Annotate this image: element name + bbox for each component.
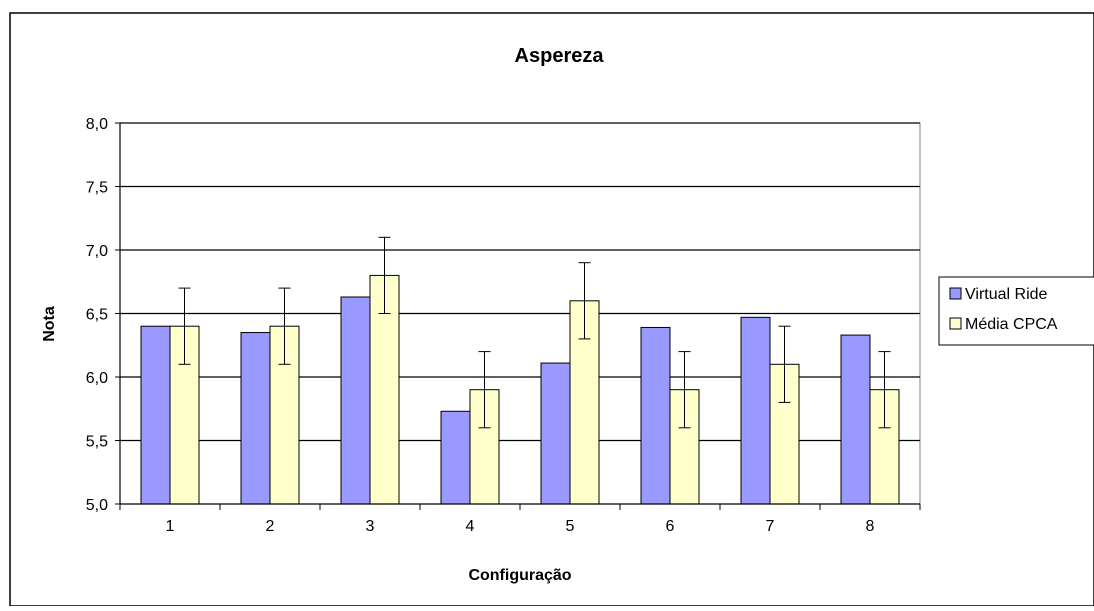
x-axis-title: Configuração — [468, 567, 571, 584]
legend-swatch-virtual-ride — [949, 287, 962, 300]
x-tick-label: 7 — [766, 518, 775, 535]
y-tick-label: 8,0 — [86, 116, 108, 133]
y-tick-label: 7,0 — [86, 243, 108, 260]
legend: Virtual Ride Média CPCA — [938, 276, 1094, 346]
bar-virtual-ride — [540, 362, 571, 505]
legend-label-media-cpca: Média CPCA — [965, 316, 1058, 333]
bar-virtual-ride — [840, 334, 871, 505]
bar-virtual-ride — [440, 410, 471, 505]
y-tick-label: 5,5 — [86, 434, 108, 451]
y-tick-label: 6,0 — [86, 370, 108, 387]
x-tick-label: 3 — [366, 518, 375, 535]
x-tick-label: 4 — [466, 518, 475, 535]
chart-title: Aspereza — [515, 45, 605, 67]
error-bars — [178, 236, 891, 429]
y-axis-title: Nota — [41, 306, 58, 342]
bar-virtual-ride — [340, 296, 371, 505]
x-tick-labels: 1 2 3 4 5 6 7 8 — [166, 518, 875, 535]
legend-swatch-media-cpca — [949, 317, 962, 330]
legend-box — [938, 276, 1094, 346]
bar-virtual-ride — [740, 316, 771, 505]
x-tick-label: 2 — [266, 518, 275, 535]
legend-label-virtual-ride: Virtual Ride — [965, 286, 1048, 303]
y-tick-labels: 5,0 5,5 6,0 6,5 7,0 7,5 8,0 — [86, 116, 108, 514]
bar-virtual-ride — [240, 332, 271, 505]
bar-virtual-ride — [140, 325, 171, 505]
x-tick-label: 6 — [666, 518, 675, 535]
y-tick-label: 7,5 — [86, 180, 108, 197]
x-tick-label: 1 — [166, 518, 175, 535]
axes — [115, 122, 921, 510]
y-tick-label: 5,0 — [86, 497, 108, 514]
x-tick-label: 8 — [866, 518, 875, 535]
x-tick-label: 5 — [566, 518, 575, 535]
bar-virtual-ride — [640, 326, 671, 505]
y-tick-label: 6,5 — [86, 307, 108, 324]
